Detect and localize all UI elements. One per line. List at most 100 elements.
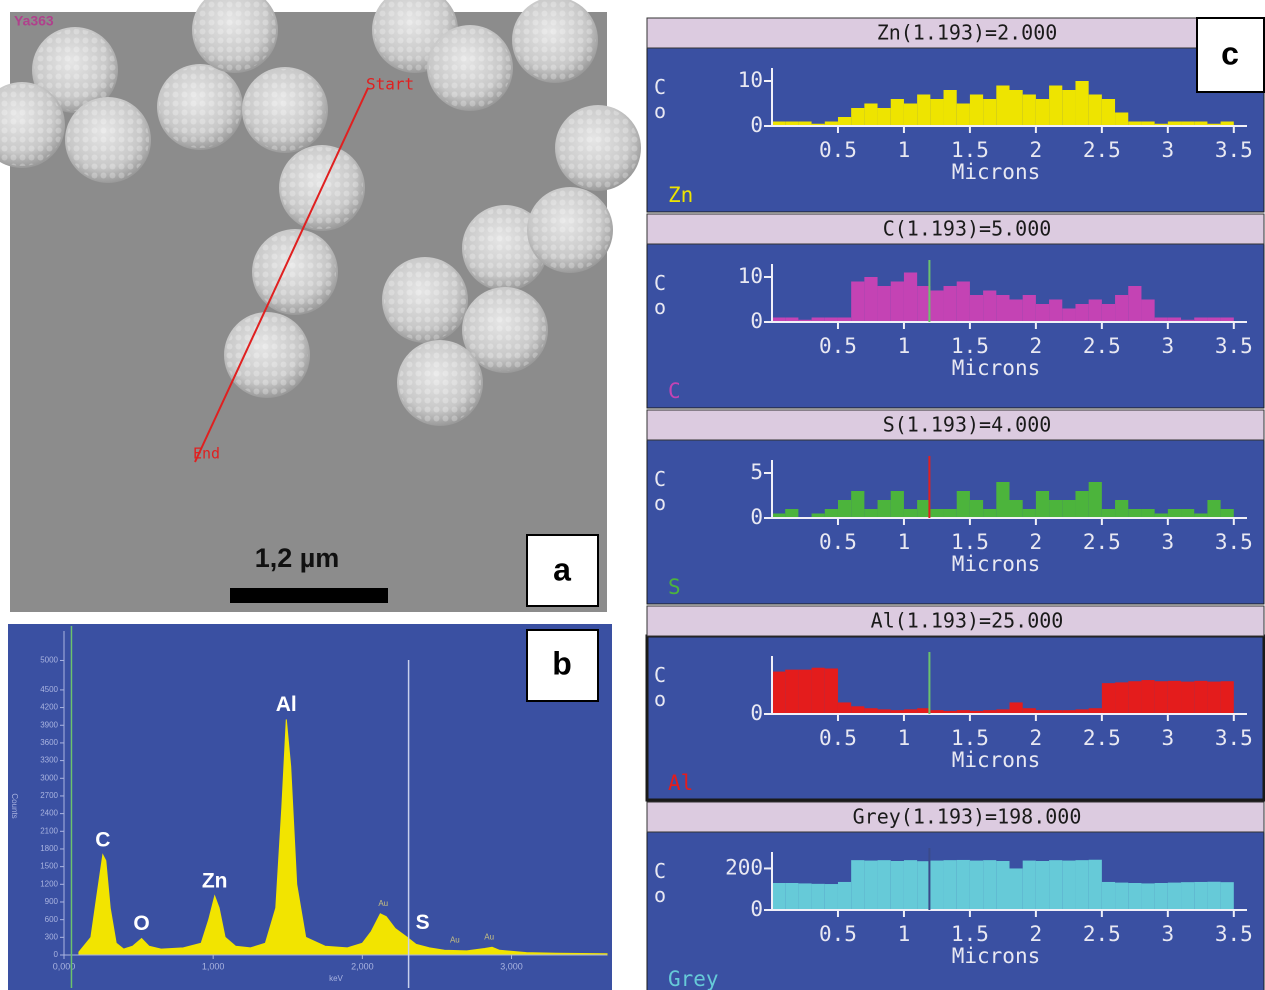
profile-bar	[917, 861, 930, 910]
profile-bar	[1036, 99, 1049, 126]
profile-bar	[851, 108, 864, 126]
x-axis-label: Microns	[952, 356, 1041, 380]
y-tick-label: 2400	[40, 809, 58, 818]
y-tick-label: 3600	[40, 738, 58, 747]
profile-bar	[917, 286, 930, 322]
spectrum-panel: 0300600900120015001800210024002700300033…	[8, 624, 612, 990]
y-tick-label: 300	[45, 932, 59, 941]
x-tick-label: 1.5	[951, 334, 989, 358]
y-tick-label: 0	[750, 701, 763, 725]
x-tick-label: 1.5	[951, 726, 989, 750]
x-tick-label: 1	[898, 138, 911, 162]
x-axis-label: Microns	[952, 160, 1041, 184]
profile-bar	[1089, 482, 1102, 518]
y-tick-label: 0	[750, 309, 763, 333]
profile-title: C(1.193)=5.000	[883, 217, 1052, 241]
profile-bar	[812, 884, 825, 910]
peak-label-minor: Au	[450, 935, 460, 944]
x-tick-label: 2	[1030, 138, 1043, 162]
x-tick-label: 2,000	[351, 961, 374, 971]
image-tag: Ya363	[14, 13, 54, 29]
y-tick-label: 4500	[40, 685, 58, 694]
profile-bar	[1089, 300, 1102, 323]
profile-bar	[944, 860, 957, 910]
y-tick-label: 5000	[40, 656, 58, 665]
profile-bar	[851, 706, 864, 714]
x-tick-label: 2	[1030, 334, 1043, 358]
sem-image-panel: Ya363 Start End 1,2 µm a	[0, 0, 641, 612]
y-tick-label: 0	[750, 505, 763, 529]
x-tick-label: 3,000	[500, 961, 523, 971]
profile-bar	[970, 500, 983, 518]
profile-title: Zn(1.193)=2.000	[877, 21, 1058, 45]
x-tick-label: 1.5	[951, 530, 989, 554]
x-axis-label: Microns	[952, 552, 1041, 576]
scale-bar-label: 1,2 µm	[255, 543, 340, 573]
x-tick-label: 0.5	[819, 922, 857, 946]
y-axis-label: Co	[654, 75, 666, 123]
profile-bar	[1115, 295, 1128, 322]
x-axis-label: Microns	[952, 748, 1041, 772]
profile-bar	[1062, 309, 1075, 323]
particle-texture	[529, 189, 611, 271]
line-end-label: End	[193, 445, 220, 463]
y-tick-label: 0	[750, 897, 763, 921]
profile-bar	[1221, 509, 1234, 518]
x-axis-label: keV	[329, 974, 343, 983]
profile-bar	[1168, 883, 1181, 910]
profile-bar	[1181, 509, 1194, 518]
profile-bar	[957, 860, 970, 910]
profile-bar	[1194, 882, 1207, 910]
figure: Ya363 Start End 1,2 µm a 030060090012001…	[0, 0, 1265, 990]
profile-bar	[878, 500, 891, 518]
profile-bar	[1010, 500, 1023, 518]
y-tick-label: 4200	[40, 703, 58, 712]
peak-label: Al	[276, 693, 297, 716]
profiles-panel: Zn(1.193)=2.0000.511.522.533.5010Microns…	[647, 18, 1264, 990]
x-tick-label: 1.5	[951, 138, 989, 162]
panel-label: a	[553, 551, 571, 587]
profile-bar	[1036, 304, 1049, 322]
y-tick-label: 0	[750, 113, 763, 137]
profile-bar	[957, 104, 970, 127]
profile-bar	[1036, 491, 1049, 518]
profile-bar	[878, 108, 891, 126]
profile-bar	[798, 883, 811, 910]
profile-bar	[891, 282, 904, 323]
profile-bar	[983, 291, 996, 323]
profile-bar	[798, 670, 811, 714]
profile-bar	[891, 491, 904, 518]
y-tick-label: 0	[54, 950, 59, 959]
particle-texture	[159, 66, 241, 148]
profile-bar	[1062, 90, 1075, 126]
particle-texture	[67, 99, 149, 181]
x-tick-label: 2.5	[1083, 530, 1121, 554]
y-tick-label: 10	[738, 68, 763, 92]
profile-bar	[864, 861, 877, 910]
profile-bar	[1115, 682, 1128, 714]
profile-bar	[1207, 882, 1220, 910]
particle-texture	[464, 289, 546, 371]
profile-bar	[1023, 509, 1036, 518]
profile-bar	[1075, 860, 1088, 910]
profile-bar	[851, 282, 864, 323]
y-tick-label: 1200	[40, 879, 58, 888]
legend-label: Zn	[668, 183, 693, 207]
profile-bar	[996, 86, 1009, 127]
x-tick-label: 2.5	[1083, 922, 1121, 946]
profile-bar	[1075, 81, 1088, 126]
profile-bar	[930, 861, 943, 910]
profile-bar	[1089, 95, 1102, 127]
profile-bar	[1181, 682, 1194, 714]
legend-label: Al	[668, 771, 693, 795]
profile-bar	[1141, 509, 1154, 518]
profile-bar	[1168, 681, 1181, 714]
profile-bar	[772, 672, 785, 714]
profile-bar	[825, 668, 838, 714]
particle-texture	[514, 0, 596, 81]
profile-bar	[864, 277, 877, 322]
profile-bar	[930, 99, 943, 126]
x-tick-label: 3.5	[1215, 726, 1253, 750]
profile-bar	[1075, 491, 1088, 518]
